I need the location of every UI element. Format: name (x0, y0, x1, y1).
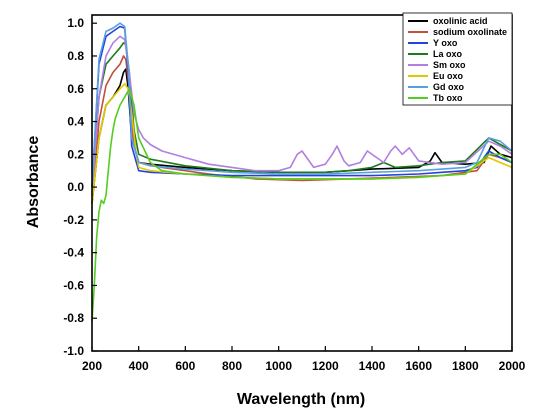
y-tick-label: -0.8 (63, 311, 84, 325)
y-tick-label: 0.4 (67, 115, 84, 129)
x-axis-title: Wavelength (nm) (237, 391, 365, 408)
y-tick-label: 0.6 (67, 82, 84, 96)
y-tick-label: -0.6 (63, 278, 84, 292)
plot-frame (91, 14, 513, 352)
y-tick-label: 0.2 (67, 147, 84, 161)
x-tick-label: 1600 (405, 359, 432, 373)
x-tick-label: 1200 (312, 359, 339, 373)
x-tick-label: 2000 (499, 359, 526, 373)
axis-ticks: 200 400 600 800 1000 1200 1400 1600 1800 2000 1.0 0… (63, 16, 525, 373)
y-tick-label: 1.0 (67, 16, 84, 30)
y-tick-label: -0.4 (63, 246, 84, 260)
x-tick-label: 1400 (359, 359, 386, 373)
legend-label: sodium oxolinate (433, 27, 507, 37)
legend-label: Y oxo (433, 38, 458, 48)
series-line-3 (91, 42, 513, 188)
y-axis-title: Absorbance (25, 136, 42, 229)
x-tick-label: 800 (222, 359, 242, 373)
series-group (91, 22, 513, 322)
y-tick-label: -0.2 (63, 213, 84, 227)
legend-box (402, 12, 513, 106)
legend-label: Tb oxo (433, 93, 463, 103)
x-tick-label: 200 (82, 359, 102, 373)
y-tick-label: -1.0 (63, 344, 84, 358)
series-line-4 (91, 35, 513, 196)
x-tick-label: 1000 (265, 359, 292, 373)
legend-label: La oxo (433, 49, 463, 59)
y-tick-label: 0.0 (67, 180, 84, 194)
legend-label: Sm oxo (433, 60, 466, 70)
legend-label: oxolinic acid (433, 16, 488, 26)
y-tick-label: 0.8 (67, 49, 84, 63)
legend-label: Eu oxo (433, 71, 464, 81)
series-line-7 (91, 88, 513, 322)
x-tick-label: 1800 (452, 359, 479, 373)
series-line-6 (91, 22, 513, 188)
legend-label: Gd oxo (433, 82, 465, 92)
x-tick-label: 600 (175, 359, 195, 373)
x-tick-label: 400 (129, 359, 149, 373)
